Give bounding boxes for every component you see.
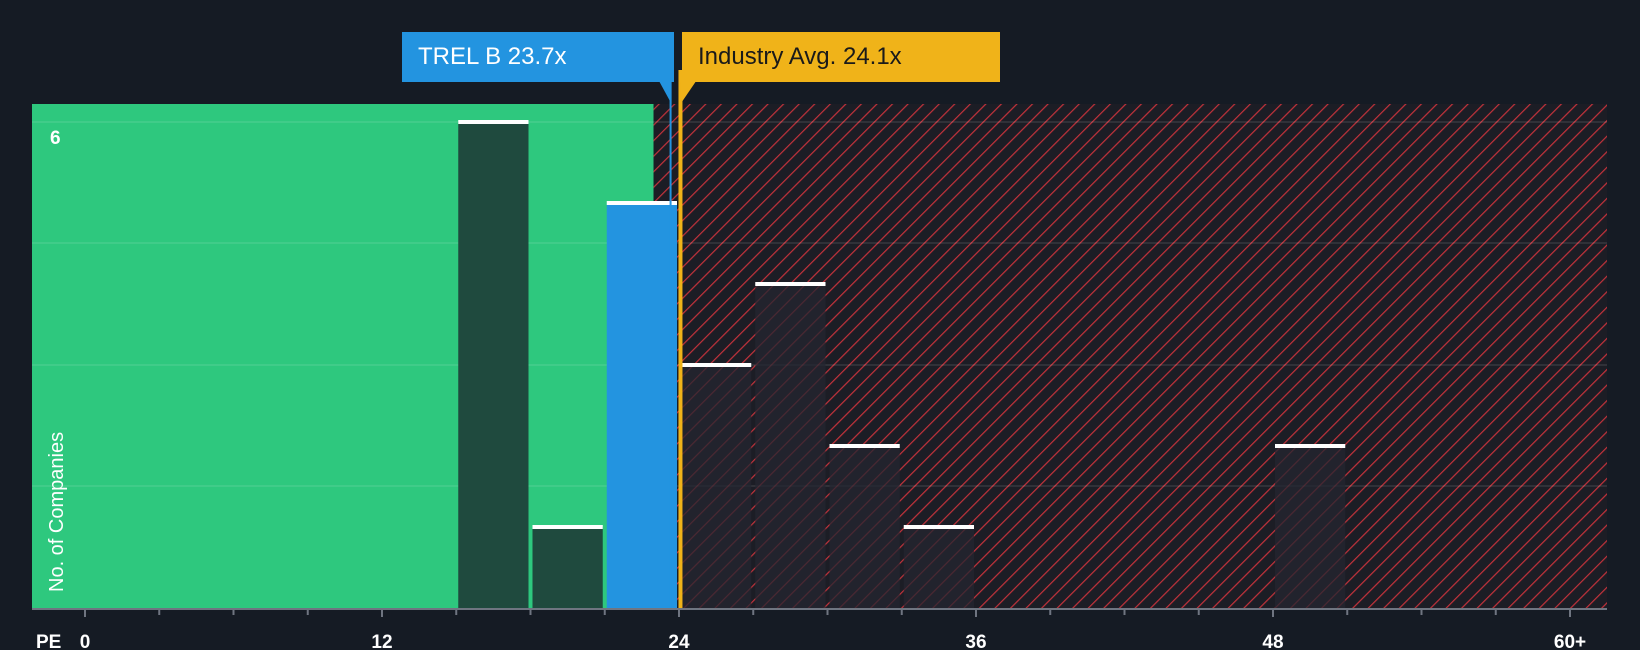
histogram-bar bbox=[903, 527, 974, 608]
bar-top-cap bbox=[829, 444, 900, 448]
x-tick-label: 12 bbox=[371, 632, 392, 650]
undervalued-zone bbox=[32, 104, 654, 608]
industry-avg-marker-line bbox=[678, 70, 683, 608]
x-tick-label: 48 bbox=[1262, 632, 1283, 650]
histogram-bar bbox=[829, 446, 900, 608]
bar-top-cap bbox=[681, 363, 752, 367]
x-tick-label: 24 bbox=[668, 632, 690, 650]
company-callout-pointer bbox=[659, 82, 672, 104]
x-tick-label: 0 bbox=[80, 632, 91, 650]
x-tick-label: 36 bbox=[965, 632, 986, 650]
y-tick-label: 6 bbox=[50, 128, 61, 149]
histogram-bar bbox=[755, 284, 826, 608]
company-pe-callout: TREL B 23.7x bbox=[402, 32, 674, 82]
bar-top-cap bbox=[532, 525, 603, 529]
histogram-bar bbox=[681, 365, 752, 608]
histogram-bar bbox=[532, 527, 603, 608]
bar-top-cap bbox=[458, 120, 529, 124]
industry-callout-pointer bbox=[680, 82, 696, 104]
bar-top-cap bbox=[903, 525, 974, 529]
bar-top-cap bbox=[1275, 444, 1346, 448]
x-tick-label: 60+ bbox=[1554, 632, 1586, 650]
industry-avg-callout: Industry Avg. 24.1x bbox=[682, 32, 1000, 82]
y-axis-label: No. of Companies bbox=[46, 432, 68, 592]
bar-top-cap bbox=[606, 201, 677, 205]
histogram-bar bbox=[606, 203, 677, 608]
histogram-bar bbox=[458, 122, 529, 608]
histogram-bar bbox=[1275, 446, 1346, 608]
x-axis-metric-label: PE bbox=[36, 632, 61, 650]
bar-top-cap bbox=[755, 282, 826, 286]
